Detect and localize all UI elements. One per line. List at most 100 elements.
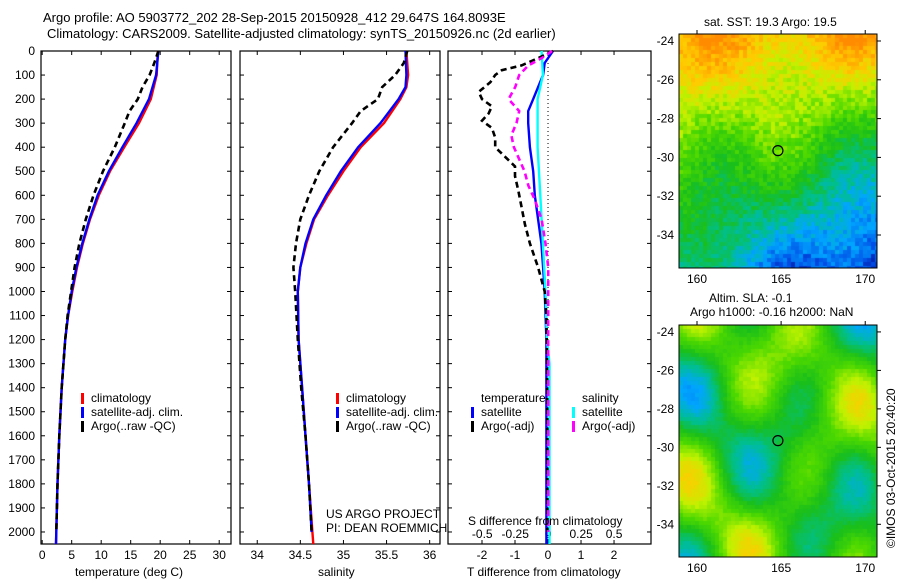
depth-tick-label: 1000 xyxy=(8,284,35,298)
lat-tick-label: -24 xyxy=(657,34,675,48)
x-tick-label: 34 xyxy=(251,548,265,562)
legend-heading: temperature xyxy=(481,391,546,405)
legend-heading: salinity xyxy=(582,391,619,405)
lat-tick-label: -32 xyxy=(657,479,675,493)
depth-tick-label: 1700 xyxy=(8,453,35,467)
depth-tick-label: 1800 xyxy=(8,477,35,491)
legend-label: satellite xyxy=(481,405,522,419)
diff-temperature-legend: temperature satellite Argo(-adj) xyxy=(471,391,546,433)
lat-tick-label: -34 xyxy=(657,517,675,531)
series-line-temperature-argo-adj- xyxy=(477,49,554,532)
x-tick-label: 35 xyxy=(337,548,351,562)
series-line-salinity-argo-adj- xyxy=(507,49,553,532)
legend-swatch xyxy=(336,421,339,432)
x-tick-label: 36 xyxy=(423,548,437,562)
legend-swatch xyxy=(336,407,339,418)
map-frame xyxy=(678,33,878,269)
depth-tick-label: 800 xyxy=(15,236,35,250)
x-tick-label: 0 xyxy=(39,548,46,562)
depth-tick-label: 600 xyxy=(15,188,35,202)
plot-frame xyxy=(239,50,441,545)
depth-tick-label: 300 xyxy=(15,116,35,130)
depth-tick-label: 100 xyxy=(15,68,35,82)
legend-item-t-argo: Argo(-adj) xyxy=(471,419,546,433)
x-tick-label: 25 xyxy=(183,548,197,562)
lat-tick-label: -32 xyxy=(657,189,675,203)
temperature-legend: climatology satellite-adj. clim. Argo(..… xyxy=(81,391,183,433)
depth-tick-label: 2000 xyxy=(8,525,35,539)
x-tick-label: 0 xyxy=(545,548,552,562)
legend-swatch xyxy=(572,421,575,432)
x-tick-label: 30 xyxy=(213,548,227,562)
lon-tick-label: 165 xyxy=(771,272,791,286)
lon-tick-label: 160 xyxy=(687,272,707,286)
lon-tick-label: 165 xyxy=(771,561,791,575)
argo-location-marker xyxy=(772,435,784,447)
figure-title-line1: Argo profile: AO 5903772_202 28-Sep-2015… xyxy=(43,10,506,25)
lon-tick-label: 170 xyxy=(855,561,875,575)
lat-tick-label: -30 xyxy=(657,440,675,454)
s-diff-tick-label: -0.5 xyxy=(472,527,493,541)
sst-map-title: sat. SST: 19.3 Argo: 19.5 xyxy=(704,15,837,29)
series-line-argo-raw-qc- xyxy=(55,50,160,533)
depth-tick-label: 900 xyxy=(15,260,35,274)
depth-tick-label: 1300 xyxy=(8,357,35,371)
legend-item-t-satellite: satellite xyxy=(471,405,546,419)
s-diff-tick-label: 0.25 xyxy=(569,527,593,541)
imos-timestamp: ©IMOS 03-Oct-2015 20:40:20 xyxy=(884,388,898,548)
legend-label: Argo(-adj) xyxy=(481,419,535,433)
legend-label: satellite-adj. clim. xyxy=(346,405,439,419)
x-tick-label: 35.5 xyxy=(375,548,399,562)
x-tick-label: 15 xyxy=(124,548,138,562)
legend-swatch xyxy=(81,393,84,404)
legend-item-s-argo: Argo(-adj) xyxy=(572,419,635,433)
x-tick-label: 5 xyxy=(68,548,75,562)
figure-title-line2: Climatology: CARS2009. Satellite-adjuste… xyxy=(47,26,556,41)
lat-tick-label: -28 xyxy=(657,402,675,416)
depth-tick-label: 500 xyxy=(15,164,35,178)
depth-tick-label: 1400 xyxy=(8,381,35,395)
legend-item-satellite: satellite-adj. clim. xyxy=(336,405,438,419)
lat-tick-label: -30 xyxy=(657,150,675,164)
x-tick-label: 2 xyxy=(611,548,618,562)
s-diff-tick-label: 0.5 xyxy=(606,527,623,541)
temperature-xlabel: temperature (deg C) xyxy=(75,565,184,579)
project-label: US ARGO PROJECT xyxy=(326,507,441,521)
lat-tick-label: -26 xyxy=(657,73,675,87)
sst-map xyxy=(679,34,877,268)
lon-tick-label: 170 xyxy=(855,272,875,286)
x-tick-label: -2 xyxy=(477,548,488,562)
legend-swatch xyxy=(81,407,84,418)
x-tick-label: 1 xyxy=(578,548,585,562)
pi-label: PI: DEAN ROEMMICH xyxy=(326,521,448,535)
series-line-climatology xyxy=(296,50,410,545)
legend-item-climatology: climatology xyxy=(336,391,438,405)
lat-tick-label: -28 xyxy=(657,112,675,126)
salinity-legend: climatology satellite-adj. clim. Argo(..… xyxy=(336,391,438,433)
legend-item-argo: Argo(..raw -QC) xyxy=(81,419,183,433)
legend-label: Argo(..raw -QC) xyxy=(346,419,431,433)
lat-tick-label: -34 xyxy=(657,228,675,242)
lon-tick-label: 160 xyxy=(687,561,707,575)
series-line-satellite-adj-clim- xyxy=(296,50,408,533)
legend-swatch xyxy=(572,407,575,418)
depth-tick-label: 200 xyxy=(15,92,35,106)
tdiff-xlabel: T difference from climatology xyxy=(467,565,621,579)
depth-tick-label: 1100 xyxy=(9,309,35,323)
legend-item-climatology: climatology xyxy=(81,391,183,405)
legend-swatch xyxy=(81,421,84,432)
depth-tick-label: 700 xyxy=(15,212,35,226)
legend-item-argo: Argo(..raw -QC) xyxy=(336,419,438,433)
lat-tick-label: -24 xyxy=(657,325,675,339)
depth-tick-label: 1600 xyxy=(8,429,35,443)
x-tick-label: 34.5 xyxy=(289,548,313,562)
x-tick-label: 10 xyxy=(95,548,109,562)
plot-frame xyxy=(40,50,232,545)
sla-map xyxy=(679,325,877,557)
legend-item-satellite: satellite-adj. clim. xyxy=(81,405,183,419)
legend-label: Argo(-adj) xyxy=(582,419,636,433)
legend-item-s-satellite: satellite xyxy=(572,405,635,419)
sla-map-subtitle: Argo h1000: -0.16 h2000: NaN xyxy=(690,305,854,319)
